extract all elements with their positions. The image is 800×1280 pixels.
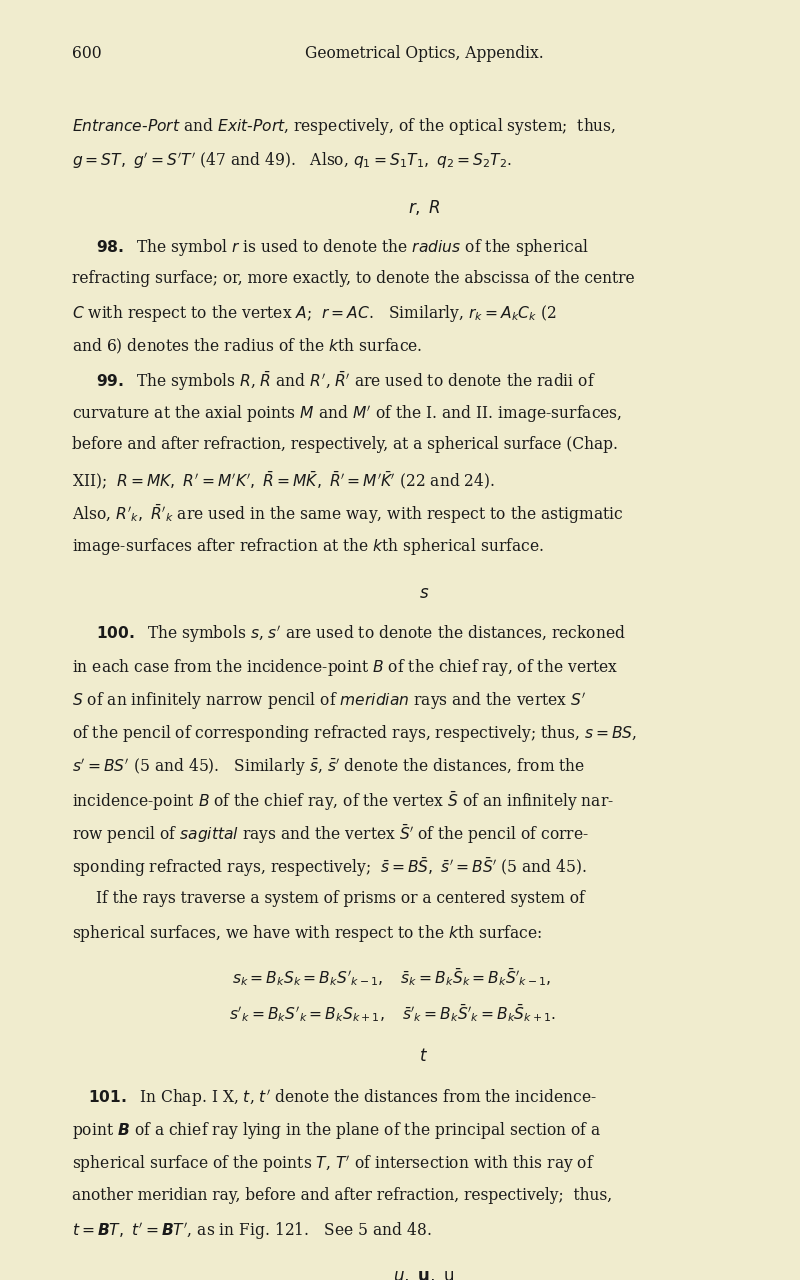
Text: spherical surfaces, we have with respect to the $k$th surface:: spherical surfaces, we have with respect… (72, 923, 542, 943)
Text: If the rays traverse a system of prisms or a centered system of: If the rays traverse a system of prisms … (96, 890, 585, 906)
Text: incidence-point $B$ of the chief ray, of the vertex $\bar{S}$ of an infinitely n: incidence-point $B$ of the chief ray, of… (72, 790, 614, 813)
Text: 600: 600 (72, 45, 102, 61)
Text: point $\boldsymbol{B}$ of a chief ray lying in the plane of the principal sectio: point $\boldsymbol{B}$ of a chief ray ly… (72, 1120, 601, 1140)
Text: of the pencil of corresponding refracted rays, respectively; thus, $s = BS$,: of the pencil of corresponding refracted… (72, 723, 637, 744)
Text: $C$ with respect to the vertex $A$;  $r = AC$.   Similarly, $r_k = A_kC_k$ (2: $C$ with respect to the vertex $A$; $r =… (72, 303, 557, 324)
Text: before and after refraction, respectively, at a spherical surface (Chap.: before and after refraction, respectivel… (72, 436, 618, 453)
Text: $\mathbf{100.}$  The symbols $s$, $s'$ are used to denote the distances, reckone: $\mathbf{100.}$ The symbols $s$, $s'$ ar… (96, 623, 626, 644)
Text: refracting surface; or, more exactly, to denote the abscissa of the centre: refracting surface; or, more exactly, to… (72, 270, 634, 287)
Text: row pencil of $\mathit{sagittal}$ rays and the vertex $\bar{S}'$ of the pencil o: row pencil of $\mathit{sagittal}$ rays a… (72, 823, 589, 846)
Text: $u,\ \mathbf{u},\ \mathrm{u}$: $u,\ \mathbf{u},\ \mathrm{u}$ (394, 1268, 454, 1280)
Text: and 6) denotes the radius of the $k$th surface.: and 6) denotes the radius of the $k$th s… (72, 337, 422, 356)
Text: another meridian ray, before and after refraction, respectively;  thus,: another meridian ray, before and after r… (72, 1187, 612, 1203)
Text: $S$ of an infinitely narrow pencil of $\mathit{meridian}$ rays and the vertex $S: $S$ of an infinitely narrow pencil of $\… (72, 690, 586, 710)
Text: image-surfaces after refraction at the $k$th spherical surface.: image-surfaces after refraction at the $… (72, 536, 544, 557)
Text: $r,\ R$: $r,\ R$ (408, 198, 440, 218)
Text: Also, $R'_k,\ \bar{R}'_k$ are used in the same way, with respect to the astigmat: Also, $R'_k,\ \bar{R}'_k$ are used in th… (72, 503, 624, 526)
Text: $g = ST,\ g' = S'T'$ (47 and 49).   Also, $q_1 = S_1T_1,\ q_2 = S_2T_2.$: $g = ST,\ g' = S'T'$ (47 and 49). Also, … (72, 150, 512, 170)
Text: $\mathbf{99.}$  The symbols $R$, $\bar{R}$ and $R'$, $\bar{R}'$ are used to deno: $\mathbf{99.}$ The symbols $R$, $\bar{R}… (96, 370, 596, 393)
Text: in each case from the incidence-point $B$ of the chief ray, of the vertex: in each case from the incidence-point $B… (72, 657, 618, 677)
Text: Geometrical Optics, Appendix.: Geometrical Optics, Appendix. (305, 45, 543, 61)
Text: $s$: $s$ (419, 585, 429, 602)
Text: $s_k = B_kS_k = B_kS'_{k-1},\quad \bar{s}_k = B_k\bar{S}_k = B_k\bar{S}'_{k-1},$: $s_k = B_kS_k = B_kS'_{k-1},\quad \bar{s… (232, 966, 552, 988)
Text: $\mathbf{101.}$  In Chap. I X, $t$, $t'$ denote the distances from the incidence: $\mathbf{101.}$ In Chap. I X, $t$, $t'$ … (88, 1087, 597, 1107)
Text: curvature at the axial points $M$ and $M'$ of the I. and II. image-surfaces,: curvature at the axial points $M$ and $M… (72, 403, 622, 424)
Text: sponding refracted rays, respectively;  $\bar{s} = B\bar{S},\ \bar{s}' = B\bar{S: sponding refracted rays, respectively; $… (72, 856, 586, 879)
Text: XII);  $R = MK,\ R' = M'K',\ \bar{R} = M\bar{K},\ \bar{R}' = M'\bar{K}'$ (22 and: XII); $R = MK,\ R' = M'K',\ \bar{R} = M\… (72, 470, 495, 492)
Text: $\mathit{Entrance\text{-}Port}$ and $\mathit{Exit\text{-}Port}$, respectively, o: $\mathit{Entrance\text{-}Port}$ and $\ma… (72, 116, 616, 137)
Text: $t$: $t$ (419, 1048, 429, 1065)
Text: spherical surface of the points $T$, $T'$ of intersection with this ray of: spherical surface of the points $T$, $T'… (72, 1153, 595, 1174)
Text: $t = \boldsymbol{B}T,\ t' = \boldsymbol{B}T'$, as in Fig. 121.   See 5 and 48.: $t = \boldsymbol{B}T,\ t' = \boldsymbol{… (72, 1220, 431, 1240)
Text: $s' = BS'$ (5 and 45).   Similarly $\bar{s}$, $\bar{s}'$ denote the distances, f: $s' = BS'$ (5 and 45). Similarly $\bar{s… (72, 756, 586, 777)
Text: $\mathbf{98.}$  The symbol $r$ is used to denote the $\mathit{radius}$ of the sp: $\mathbf{98.}$ The symbol $r$ is used to… (96, 237, 589, 257)
Text: $s'_k = B_kS'_k = B_kS_{k+1},\quad \bar{s}'_k = B_k\bar{S}'_k = B_k\bar{S}_{k+1}: $s'_k = B_kS'_k = B_kS_{k+1},\quad \bar{… (229, 1002, 555, 1024)
